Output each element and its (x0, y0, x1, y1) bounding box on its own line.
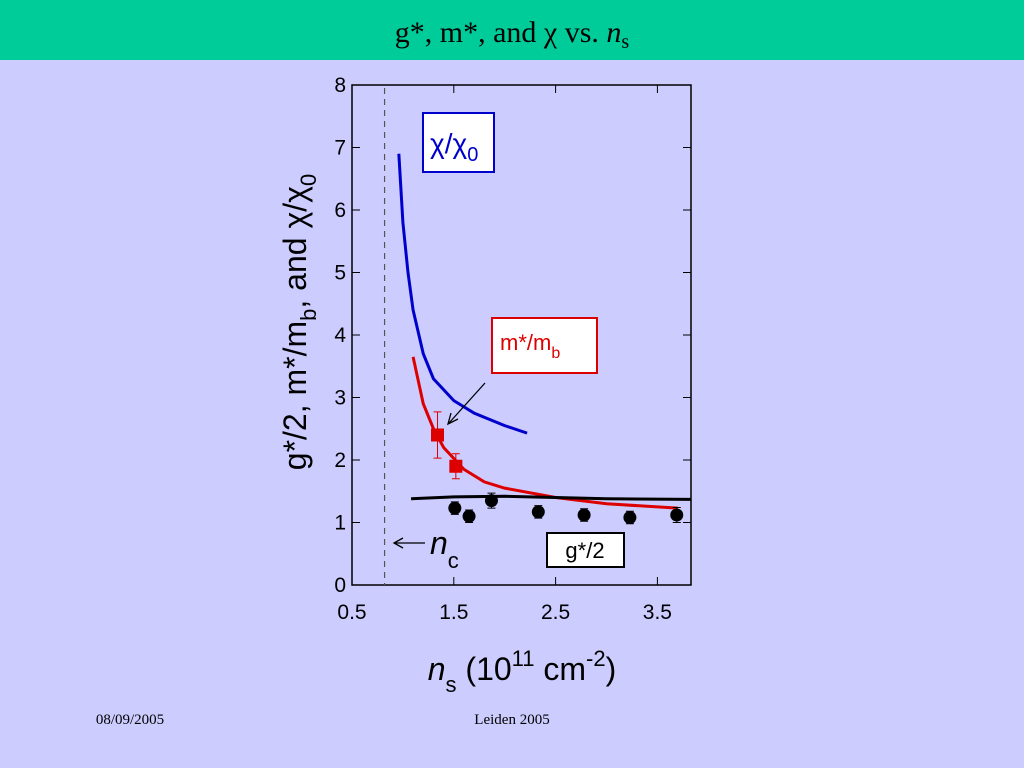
point (484, 494, 498, 508)
point (462, 509, 476, 523)
point (531, 505, 545, 519)
x-axis-label-part: n (428, 651, 446, 687)
footer-place: Leiden 2005 (474, 712, 549, 728)
point (449, 459, 463, 473)
x-axis-label-part: -2 (586, 646, 606, 671)
point (670, 508, 684, 522)
y-axis-label: g*/2, m*/mb, and χ/χ0 (277, 174, 321, 470)
x-axis-label: ns (1011 cm-2) (428, 646, 617, 697)
point (431, 428, 445, 442)
point (448, 501, 462, 515)
footer-date: 08/09/2005 (96, 712, 164, 728)
x-tick-label: 1.5 (439, 601, 468, 624)
y-tick-label: 1 (334, 512, 346, 535)
threshold-arrow (392, 537, 425, 549)
threshold-label-part: c (448, 548, 459, 573)
series-label-part: χ/χ (430, 128, 467, 159)
series-label-part: g*/2 (565, 538, 604, 563)
y-tick-label: 8 (334, 74, 346, 97)
y-tick-label: 2 (334, 449, 346, 472)
series-label-part: m*/m (500, 330, 551, 355)
x-tick-label: 0.5 (337, 601, 366, 624)
x-axis-label-part: ) (606, 651, 617, 687)
slide-title-part: s (621, 31, 629, 53)
label-box (546, 532, 625, 568)
y-axis-label-part: g*/2, m*/m (277, 321, 313, 470)
pointer-arrow (446, 382, 486, 426)
curve (411, 356, 678, 510)
series-label-part: b (551, 345, 560, 362)
header-bar (0, 0, 1024, 60)
threshold-label: nc (430, 525, 459, 573)
curve (410, 494, 692, 501)
x-axis-label-part: (10 (457, 651, 512, 687)
y-axis-label-part: 0 (296, 174, 321, 186)
point (623, 511, 637, 524)
series-label-part: 0 (467, 144, 478, 166)
x-tick-label: 3.5 (643, 601, 672, 624)
slide-title: g*, m*, and χ vs. ns (395, 16, 630, 53)
y-tick-label: 7 (334, 137, 346, 160)
point (577, 508, 591, 522)
y-tick-label: 6 (334, 199, 346, 222)
y-axis-label-part: b (296, 309, 321, 321)
label-box (422, 112, 495, 173)
series-label: χ/χ0 (430, 128, 478, 166)
series-label: m*/mb (500, 330, 560, 362)
slide-title-part: n (606, 16, 621, 49)
x-axis-label-part: cm (535, 651, 587, 687)
slide-title-part: g*, m*, and χ vs. (395, 16, 607, 49)
x-axis-label-part: 11 (512, 646, 535, 671)
label-box (491, 317, 598, 374)
threshold-label-part: n (430, 525, 448, 561)
curve (397, 153, 528, 435)
y-axis-label-part: , and χ/χ (277, 186, 313, 309)
y-tick-label: 3 (334, 387, 346, 410)
series-label: g*/2 (565, 538, 604, 563)
y-tick-label: 5 (334, 262, 346, 285)
y-tick-label: 0 (334, 574, 346, 597)
y-tick-label: 4 (334, 324, 346, 347)
x-axis-label-part: s (446, 672, 457, 697)
x-tick-label: 2.5 (541, 601, 570, 624)
